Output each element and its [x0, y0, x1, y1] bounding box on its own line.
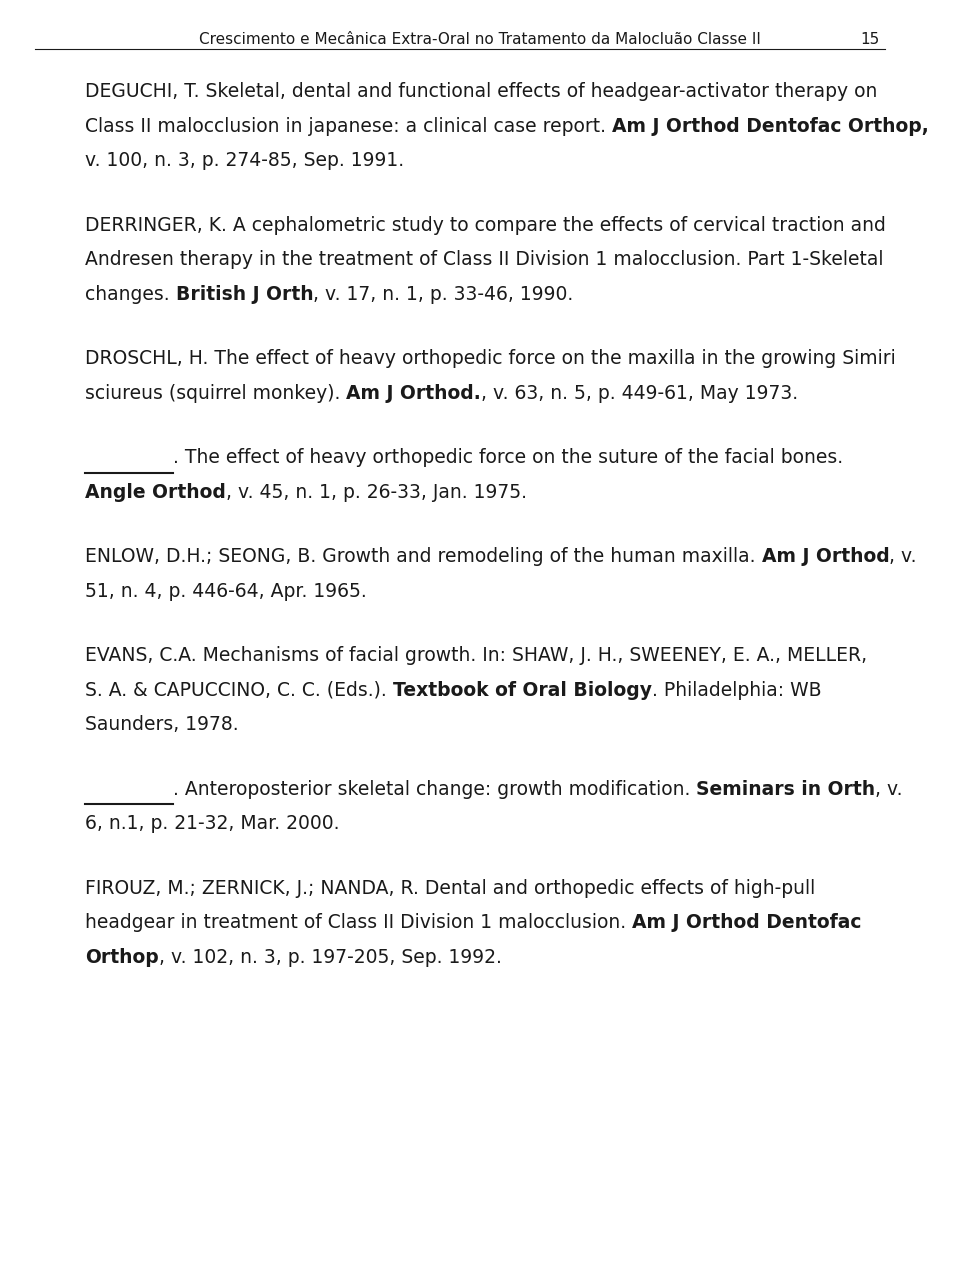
Text: DEGUCHI, T. Skeletal, dental and functional effects of headgear-activator therap: DEGUCHI, T. Skeletal, dental and functio… [85, 82, 877, 101]
Text: Saunders, 1978.: Saunders, 1978. [85, 715, 239, 734]
Text: DROSCHL, H. The effect of heavy orthopedic force on the maxilla in the growing S: DROSCHL, H. The effect of heavy orthoped… [85, 348, 896, 367]
Text: FIROUZ, M.; ZERNICK, J.; NANDA, R. Dental and orthopedic effects of high-pull: FIROUZ, M.; ZERNICK, J.; NANDA, R. Denta… [85, 878, 815, 897]
Text: Textbook of Oral Biology: Textbook of Oral Biology [393, 680, 652, 699]
Text: Am J Orthod Dentofac Orthop,: Am J Orthod Dentofac Orthop, [612, 117, 928, 136]
Text: , v.: , v. [889, 547, 917, 566]
Text: , v. 45, n. 1, p. 26-33, Jan. 1975.: , v. 45, n. 1, p. 26-33, Jan. 1975. [226, 483, 527, 502]
Text: Am J Orthod: Am J Orthod [761, 547, 889, 566]
Text: Class II malocclusion in japanese: a clinical case report.: Class II malocclusion in japanese: a cli… [85, 117, 612, 136]
Text: 15: 15 [861, 32, 880, 47]
Text: , v. 102, n. 3, p. 197-205, Sep. 1992.: , v. 102, n. 3, p. 197-205, Sep. 1992. [158, 948, 502, 967]
Text: British J Orth: British J Orth [176, 285, 313, 304]
Text: 51, n. 4, p. 446-64, Apr. 1965.: 51, n. 4, p. 446-64, Apr. 1965. [85, 582, 367, 601]
Text: Orthop: Orthop [85, 948, 158, 967]
Text: 6, n.1, p. 21-32, Mar. 2000.: 6, n.1, p. 21-32, Mar. 2000. [85, 813, 340, 832]
Text: . Philadelphia: WB: . Philadelphia: WB [652, 680, 822, 699]
Text: . The effect of heavy orthopedic force on the suture of the facial bones.: . The effect of heavy orthopedic force o… [173, 449, 843, 468]
Text: , v.: , v. [876, 779, 903, 798]
Text: Seminars in Orth: Seminars in Orth [696, 779, 876, 798]
Text: , v. 17, n. 1, p. 33-46, 1990.: , v. 17, n. 1, p. 33-46, 1990. [313, 285, 573, 304]
Text: Am J Orthod Dentofac: Am J Orthod Dentofac [632, 914, 862, 933]
Text: Crescimento e Mecânica Extra-Oral no Tratamento da Malocluão Classe II: Crescimento e Mecânica Extra-Oral no Tra… [199, 32, 761, 47]
Text: headgear in treatment of Class II Division 1 malocclusion.: headgear in treatment of Class II Divisi… [85, 914, 632, 933]
Text: Andresen therapy in the treatment of Class II Division 1 malocclusion. Part 1-Sk: Andresen therapy in the treatment of Cla… [85, 250, 883, 269]
Text: EVANS, C.A. Mechanisms of facial growth. In: SHAW, J. H., SWEENEY, E. A., MELLER: EVANS, C.A. Mechanisms of facial growth.… [85, 646, 867, 665]
Text: . Anteroposterior skeletal change: growth modification.: . Anteroposterior skeletal change: growt… [173, 779, 696, 798]
Text: sciureus (squirrel monkey).: sciureus (squirrel monkey). [85, 384, 347, 403]
Text: DERRINGER, K. A cephalometric study to compare the effects of cervical traction : DERRINGER, K. A cephalometric study to c… [85, 215, 886, 234]
Text: ENLOW, D.H.; SEONG, B. Growth and remodeling of the human maxilla.: ENLOW, D.H.; SEONG, B. Growth and remode… [85, 547, 761, 566]
Text: changes.: changes. [85, 285, 176, 304]
Text: Am J Orthod.: Am J Orthod. [347, 384, 481, 403]
Text: Angle Orthod: Angle Orthod [85, 483, 226, 502]
Text: v. 100, n. 3, p. 274-85, Sep. 1991.: v. 100, n. 3, p. 274-85, Sep. 1991. [85, 151, 404, 170]
Text: , v. 63, n. 5, p. 449-61, May 1973.: , v. 63, n. 5, p. 449-61, May 1973. [481, 384, 799, 403]
Text: S. A. & CAPUCCINO, C. C. (Eds.).: S. A. & CAPUCCINO, C. C. (Eds.). [85, 680, 393, 699]
